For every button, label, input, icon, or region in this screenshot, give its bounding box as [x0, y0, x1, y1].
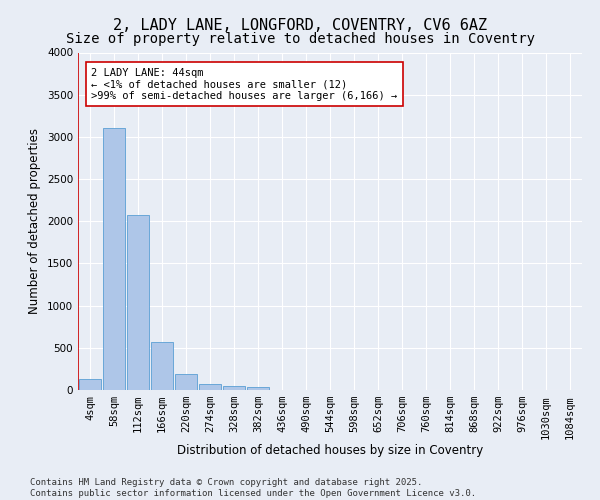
Bar	[247, 386, 269, 390]
Bar	[127, 214, 149, 390]
Bar	[199, 384, 221, 390]
Text: Size of property relative to detached houses in Coventry: Size of property relative to detached ho…	[65, 32, 535, 46]
Bar	[223, 386, 245, 390]
X-axis label: Distribution of detached houses by size in Coventry: Distribution of detached houses by size …	[177, 444, 483, 457]
Bar	[151, 342, 173, 390]
Text: 2, LADY LANE, LONGFORD, COVENTRY, CV6 6AZ: 2, LADY LANE, LONGFORD, COVENTRY, CV6 6A…	[113, 18, 487, 32]
Bar	[175, 374, 197, 390]
Text: 2 LADY LANE: 44sqm
← <1% of detached houses are smaller (12)
>99% of semi-detach: 2 LADY LANE: 44sqm ← <1% of detached hou…	[91, 68, 397, 101]
Bar	[79, 379, 101, 390]
Text: Contains HM Land Registry data © Crown copyright and database right 2025.
Contai: Contains HM Land Registry data © Crown c…	[30, 478, 476, 498]
Bar	[103, 128, 125, 390]
Y-axis label: Number of detached properties: Number of detached properties	[28, 128, 41, 314]
